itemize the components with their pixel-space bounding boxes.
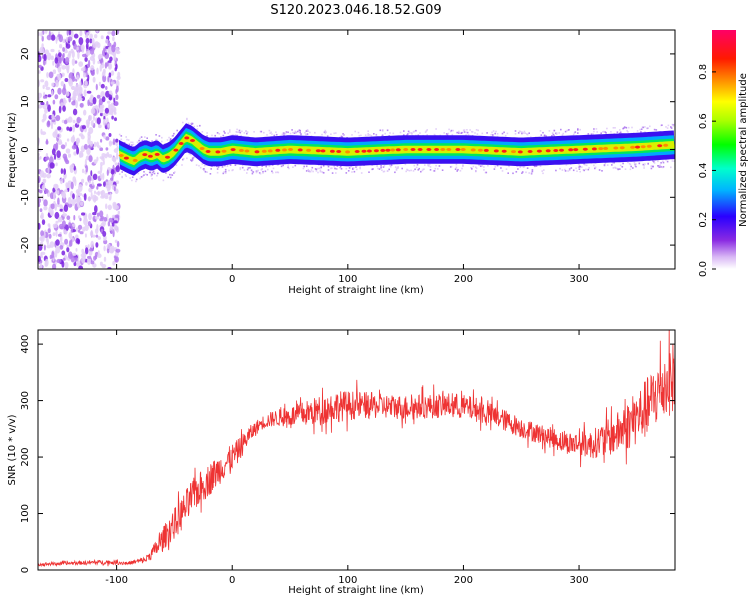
snr-frame [37, 329, 676, 571]
colorbar-gradient [712, 30, 736, 269]
x-tick-label: 100 [338, 575, 357, 586]
snr-y-axis-label: SNR (10 * v/v) [7, 414, 18, 485]
snr-panel: -100 0 100 200 300 400 300 200 100 0 Height of s… [7, 329, 676, 596]
colorbar-ticks: 0.0 0.2 0.4 0.6 0.8 [698, 64, 716, 277]
y-tick-label: 400 [20, 335, 31, 354]
spectrogram-x-ticks: -100 0 100 200 300 [105, 30, 589, 285]
noise-region [38, 30, 121, 269]
spectrogram-y-ticks: 20 10 0 -10 -20 [20, 48, 675, 253]
x-tick-label: 200 [454, 575, 473, 586]
y-tick-label: 200 [20, 448, 31, 467]
colorbar-tick-label: 0.4 [698, 162, 709, 178]
colorbar-tick-label: 0.0 [698, 261, 709, 277]
snr-x-ticks: -100 0 100 200 300 [105, 330, 589, 586]
ridge-peaks [118, 136, 669, 162]
spectrogram-x-axis-label: Height of straight line (km) [288, 285, 424, 296]
snr-line [38, 330, 675, 568]
x-tick-label: 100 [338, 274, 357, 285]
y-tick-label: 20 [20, 48, 31, 61]
colorbar-tick-label: 0.6 [698, 113, 709, 129]
colorbar-label: Normalized spectral amplitude [738, 73, 749, 227]
y-tick-label: -20 [20, 237, 31, 253]
y-tick-label: 0 [20, 567, 31, 573]
x-tick-label: -100 [105, 274, 128, 285]
colorbar: 0.0 0.2 0.4 0.6 0.8 Normalized spectral ampl… [698, 30, 749, 277]
spectrogram-marks [38, 30, 675, 269]
y-tick-label: 300 [20, 391, 31, 410]
colorbar-tick-label: 0.8 [698, 64, 709, 80]
figure-title: S120.2023.046.18.52.G09 [270, 3, 441, 18]
x-tick-label: 0 [229, 274, 235, 285]
x-tick-label: 200 [454, 274, 473, 285]
x-tick-label: 300 [569, 274, 588, 285]
y-tick-label: 0 [20, 146, 31, 152]
snr-marks [38, 330, 675, 568]
colorbar-tick-label: 0.2 [698, 212, 709, 228]
snr-x-axis-label: Height of straight line (km) [288, 585, 424, 596]
x-tick-label: -100 [105, 575, 128, 586]
x-tick-label: 300 [569, 575, 588, 586]
spectrogram-y-axis-label: Frequency (Hz) [7, 112, 18, 188]
y-tick-label: 100 [20, 504, 31, 523]
y-tick-label: -10 [20, 189, 31, 205]
y-tick-label: 10 [20, 95, 31, 108]
snr-y-ticks: 400 300 200 100 0 [20, 335, 675, 573]
x-tick-label: 0 [229, 575, 235, 586]
